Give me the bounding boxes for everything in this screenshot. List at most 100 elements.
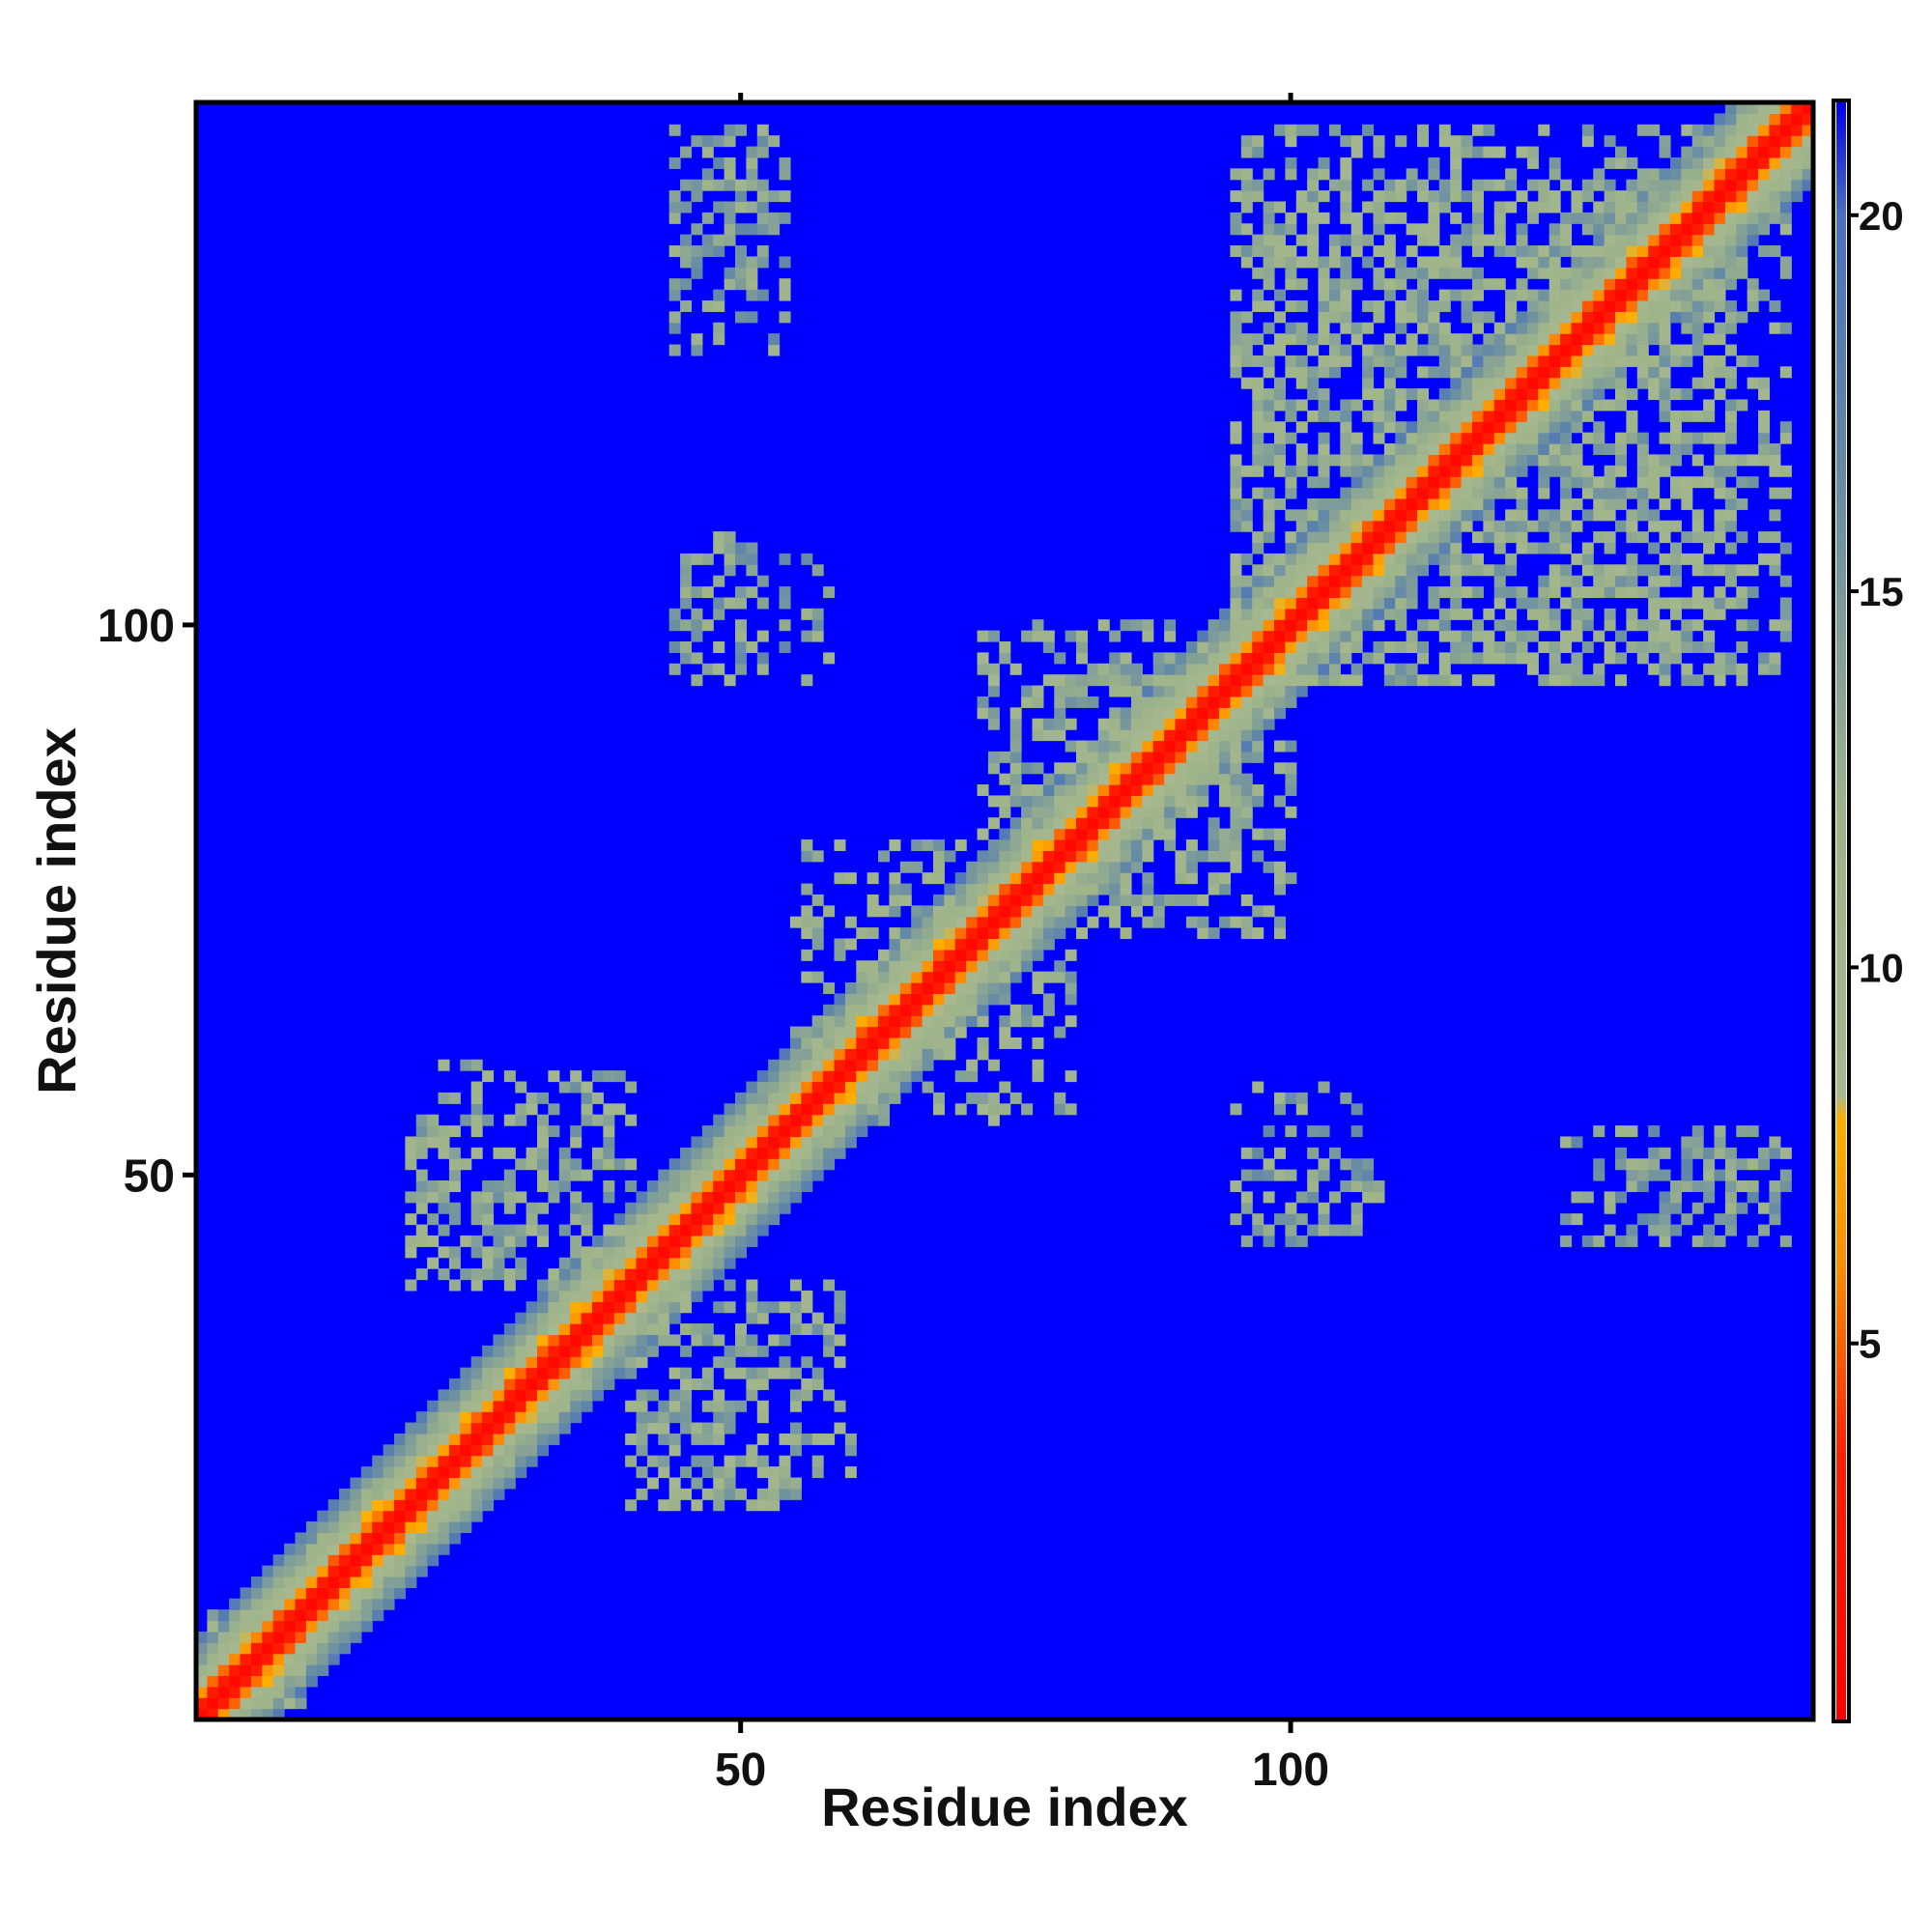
heatmap-cell	[1054, 674, 1066, 687]
heatmap-cell	[1076, 685, 1089, 697]
heatmap-cell	[1714, 487, 1726, 499]
heatmap-cell	[1681, 553, 1693, 565]
heatmap-cell	[1285, 410, 1297, 422]
heatmap-cell	[1054, 960, 1066, 973]
x-axis-ticks: 50 100	[715, 93, 1329, 1796]
heatmap-cell	[724, 674, 736, 687]
heatmap-cell	[1593, 630, 1605, 642]
heatmap-cell	[1428, 299, 1440, 312]
heatmap-cell	[1295, 234, 1308, 246]
heatmap-cell	[229, 1642, 242, 1655]
heatmap-cell	[701, 1202, 714, 1214]
heatmap-cell	[779, 256, 791, 269]
heatmap-cell	[1681, 476, 1693, 489]
heatmap-cell	[1185, 663, 1198, 675]
heatmap-cell	[503, 1356, 516, 1369]
heatmap-cell	[1560, 366, 1573, 379]
heatmap-cell	[1175, 652, 1187, 665]
heatmap-cell	[680, 586, 693, 599]
heatmap-cell	[470, 1367, 483, 1379]
heatmap-cell	[1548, 509, 1561, 522]
heatmap-cell	[1626, 311, 1638, 324]
heatmap-cell	[668, 663, 681, 675]
heatmap-cell	[1548, 201, 1561, 213]
heatmap-cell	[1362, 322, 1375, 334]
heatmap-cell	[284, 1631, 297, 1643]
heatmap-cell	[1328, 344, 1341, 356]
heatmap-cell	[779, 212, 791, 224]
heatmap-cell	[1581, 179, 1594, 191]
heatmap-cell	[1340, 299, 1352, 312]
heatmap-cell	[591, 1389, 604, 1402]
heatmap-cell	[1648, 201, 1661, 213]
heatmap-cell	[515, 1422, 527, 1435]
heatmap-cell	[1669, 212, 1682, 224]
heatmap-cell	[1758, 179, 1771, 191]
heatmap-cell	[1681, 124, 1693, 136]
heatmap-cell	[1581, 333, 1594, 346]
heatmap-cell	[1548, 641, 1561, 653]
heatmap-cell	[1175, 762, 1187, 775]
heatmap-cell	[1571, 476, 1583, 489]
heatmap-cell	[1471, 377, 1484, 389]
heatmap-cell	[1350, 465, 1363, 477]
heatmap-cell	[250, 1642, 263, 1655]
heatmap-cell	[1383, 465, 1396, 477]
heatmap-cell	[724, 1224, 736, 1236]
heatmap-cell	[701, 1422, 714, 1435]
heatmap-cell	[899, 1004, 912, 1016]
heatmap-cell	[987, 971, 1000, 983]
heatmap-cell	[1097, 751, 1110, 763]
heatmap-cell	[899, 894, 912, 906]
heatmap-cell	[1428, 553, 1440, 565]
heatmap-cell	[515, 1114, 527, 1126]
heatmap-cell	[834, 1081, 846, 1094]
heatmap-cell	[1471, 124, 1484, 136]
heatmap-cell	[713, 1433, 725, 1445]
heatmap-cell	[393, 1444, 406, 1457]
heatmap-cell	[1120, 784, 1132, 797]
heatmap-cell	[1516, 641, 1528, 653]
heatmap-cell	[1626, 179, 1638, 191]
heatmap-cell	[1428, 344, 1440, 356]
heatmap-cell	[1615, 388, 1628, 401]
heatmap-cell	[756, 223, 769, 236]
heatmap-cell	[1581, 212, 1594, 224]
heatmap-cell	[515, 1367, 527, 1379]
heatmap-cell	[834, 1125, 846, 1138]
heatmap-cell	[1560, 399, 1573, 412]
heatmap-cell	[756, 1411, 769, 1424]
heatmap-cell	[911, 927, 923, 940]
heatmap-cell	[1295, 597, 1308, 610]
heatmap-cell	[1307, 124, 1320, 136]
heatmap-cell	[636, 1224, 648, 1236]
heatmap-cell	[1471, 674, 1484, 687]
heatmap-cell	[768, 1477, 781, 1490]
heatmap-cell	[613, 1257, 626, 1269]
heatmap-cell	[427, 1422, 440, 1435]
heatmap-cell	[272, 1598, 285, 1610]
heatmap-cell	[262, 1598, 274, 1610]
heatmap-cell	[801, 1323, 813, 1336]
heatmap-cell	[427, 1444, 440, 1457]
heatmap-cell	[1295, 674, 1308, 687]
heatmap-cell	[526, 1444, 538, 1457]
heatmap-cell	[1318, 1158, 1330, 1171]
heatmap-cell	[1406, 299, 1418, 312]
heatmap-cell	[327, 1532, 340, 1545]
heatmap-cell	[1560, 454, 1573, 467]
heatmap-cell	[932, 1015, 945, 1028]
heatmap-cell	[1571, 355, 1583, 367]
heatmap-cell	[1285, 1213, 1297, 1226]
heatmap-cell	[658, 1422, 670, 1435]
heatmap-cell	[503, 1246, 516, 1259]
heatmap-cell	[746, 256, 758, 269]
heatmap-cell	[1450, 531, 1463, 544]
heatmap-cell	[1197, 685, 1209, 697]
heatmap-cell	[1779, 212, 1792, 224]
heatmap-cell	[1219, 828, 1232, 840]
heatmap-cell	[1152, 696, 1165, 708]
heatmap-cell	[1406, 289, 1418, 301]
heatmap-cell	[1219, 663, 1232, 675]
heatmap-cell	[1769, 487, 1781, 499]
